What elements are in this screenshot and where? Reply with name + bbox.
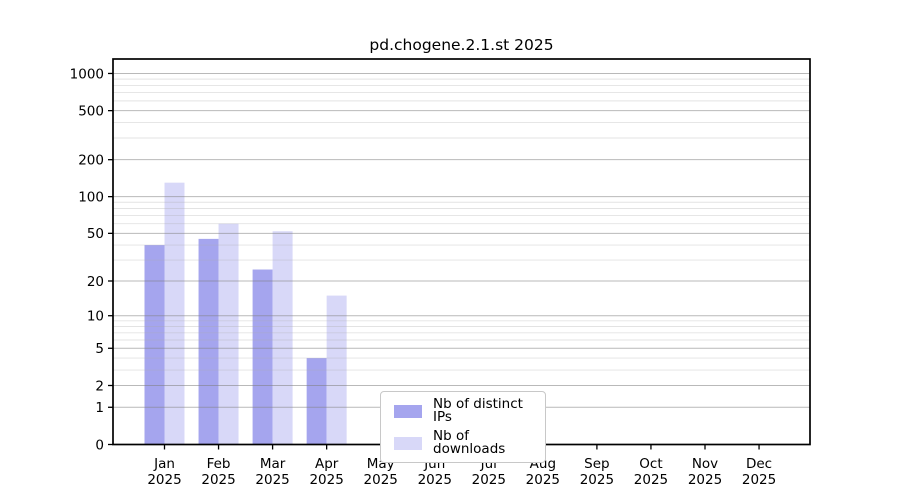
legend-swatch-downloads	[394, 436, 422, 450]
bar-distinct-ips	[144, 245, 165, 445]
legend-item-downloads: Nb of downloads	[394, 428, 535, 457]
bar-distinct-ips	[198, 238, 219, 445]
x-tick-label-year: 2025	[309, 472, 343, 488]
y-tick-label: 10	[87, 309, 104, 325]
x-tick-label-year: 2025	[255, 472, 289, 488]
y-tick-label: 2	[95, 378, 104, 394]
chart-title: pd.chogene.2.1.st 2025	[369, 36, 554, 54]
bar-downloads	[164, 182, 185, 445]
bar-distinct-ips	[252, 269, 273, 445]
x-tick-label-month: Nov	[692, 456, 718, 472]
x-tick-label-month: Dec	[746, 456, 772, 472]
x-tick-label-month: Jan	[153, 456, 175, 472]
legend-swatch-distinct-ips	[394, 404, 422, 418]
x-tick-label-year: 2025	[472, 472, 506, 488]
bar-downloads	[272, 231, 293, 445]
y-tick-label: 20	[87, 274, 104, 290]
y-tick-label: 50	[87, 226, 104, 242]
x-tick-label-month: Sep	[584, 456, 609, 472]
y-tick-label: 1000	[70, 66, 104, 82]
x-tick-label-year: 2025	[580, 472, 614, 488]
x-tick-label-year: 2025	[364, 472, 398, 488]
x-tick-label-month: Oct	[639, 456, 662, 472]
x-tick-label-month: Apr	[315, 456, 339, 472]
x-tick-label-year: 2025	[634, 472, 668, 488]
x-tick-label-month: Feb	[207, 456, 231, 472]
legend-label-downloads: Nb of downloads	[433, 428, 506, 457]
legend-item-distinct-ips: Nb of distinct IPs	[394, 396, 535, 425]
x-tick-label-year: 2025	[526, 472, 560, 488]
y-tick-label: 500	[78, 103, 104, 119]
bar-downloads	[218, 223, 239, 445]
y-tick-label: 100	[78, 189, 104, 205]
x-tick-label-year: 2025	[147, 472, 181, 488]
y-tick-label: 1	[95, 400, 104, 416]
x-tick-label-month: Mar	[260, 456, 286, 472]
legend-label-distinct-ips: Nb of distinct IPs	[433, 396, 523, 425]
x-tick-label-year: 2025	[688, 472, 722, 488]
legend: Nb of distinct IPs Nb of downloads	[380, 391, 546, 463]
x-tick-label-year: 2025	[201, 472, 235, 488]
bar-distinct-ips	[306, 358, 327, 445]
y-tick-label: 0	[95, 437, 104, 453]
x-tick-label-year: 2025	[742, 472, 776, 488]
y-tick-label: 5	[95, 341, 104, 357]
y-tick-label: 200	[78, 152, 104, 168]
x-tick-label-year: 2025	[418, 472, 452, 488]
